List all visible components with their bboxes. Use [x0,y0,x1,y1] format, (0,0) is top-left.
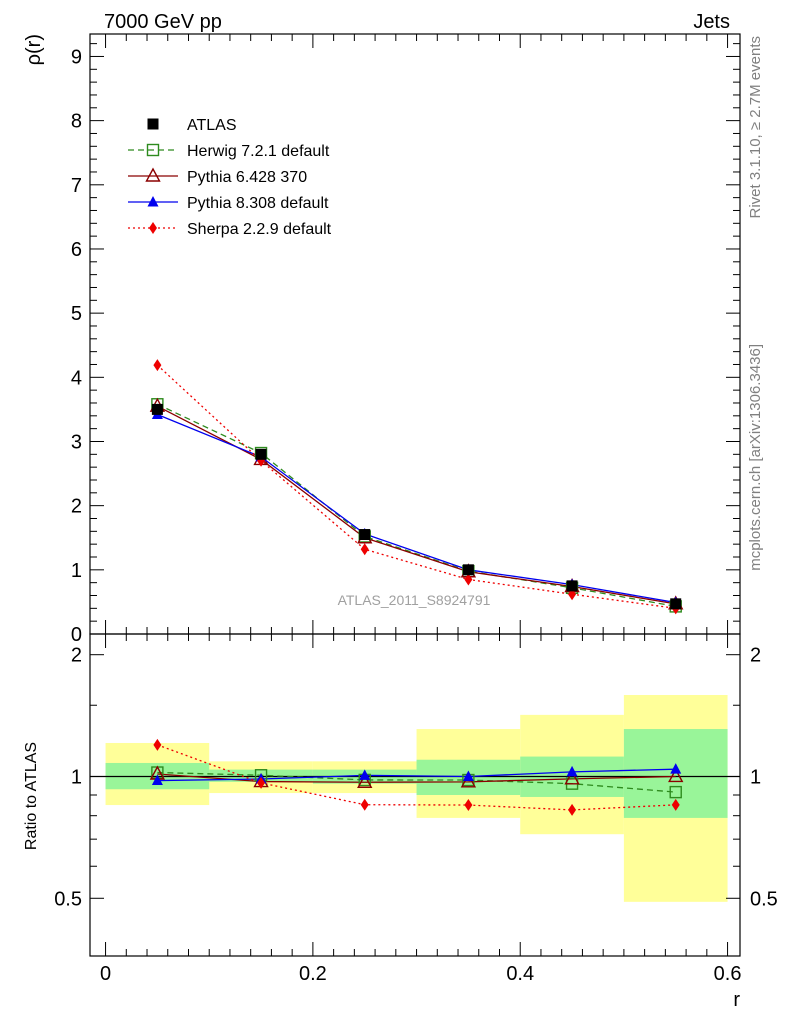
ratio-y-tick-label-right: 0.5 [750,888,778,910]
marker-top-sherpa-2-2-9-default [464,573,473,586]
series-markers [149,359,684,816]
x-tick-label: 0.2 [299,963,327,985]
header-process-label: 7000 GeV pp [104,11,222,33]
legend: ATLAS Herwig 7.2.1 default Pythia 6.428 37… [128,117,332,238]
series-lines [156,364,676,811]
line-top-sherpa-2-2-9-default [156,364,676,609]
line-top-herwig-7-2-1-default [157,403,676,608]
x-tick-label: 0.6 [714,963,742,985]
marker-ratio-pythia-8-308-default [670,763,682,774]
ratio-uncertainty-bands [90,695,740,902]
marker-ratio-pythia-6-428-370 [357,773,373,788]
marker-ratio-pythia-8-308-default [566,765,578,777]
marker-atlas-data [151,403,163,415]
marker-top-sherpa-2-2-9-default [153,359,162,372]
legend-marker [149,222,157,234]
marker-atlas-data [255,448,267,460]
ratio-y-tick-label: 2 [71,645,82,667]
line-ratio-pythia-6-428-370 [157,773,676,783]
marker-top-sherpa-2-2-9-default [360,543,369,556]
top-y-tick-label: 4 [71,367,82,389]
marker-ratio-pythia-6-428-370 [668,768,684,783]
rivet-info-text: Rivet 3.1.10, ≥ 2.7M events [747,36,764,219]
top-y-tick-label: 9 [71,46,82,68]
analysis-watermark: ATLAS_2011_S8924791 [338,592,491,608]
ratio-y-axis-label: Ratio to ATLAS [23,742,40,850]
header-observable-label: Jets [693,11,730,33]
ratio-y-tick-label: 0.5 [54,888,82,910]
legend-label: Sherpa 2.2.9 default [187,221,332,238]
marker-ratio-sherpa-2-2-9-default [360,798,369,811]
top-y-tick-label: 7 [71,175,82,197]
legend-marker [147,118,159,130]
top-y-tick-label: 2 [71,496,82,518]
marker-ratio-sherpa-2-2-9-default [568,803,577,816]
line-ratio-herwig-7-2-1-default [157,771,676,793]
x-tick-label: 0.4 [506,963,534,985]
top-y-tick-label: 6 [71,239,82,261]
top-y-tick-label: 3 [71,431,82,453]
legend-label: ATLAS [187,117,237,134]
marker-ratio-pythia-8-308-default [151,774,163,786]
ratio-y-tick-label: 1 [71,766,82,788]
legend-label: Herwig 7.2.1 default [187,143,330,160]
marker-ratio-sherpa-2-2-9-default [671,798,680,811]
line-ratio-pythia-8-308-default [157,768,676,782]
line-top-pythia-6-428-370 [157,405,676,605]
legend-label: Pythia 8.308 default [187,195,329,212]
marker-ratio-pythia-8-308-default [359,769,371,780]
marker-ratio-sherpa-2-2-9-default [464,799,473,812]
mcplots-reference-text: mcplots.cern.ch [arXiv:1306.3436] [747,344,764,571]
line-ratio-sherpa-2-2-9-default [157,744,676,811]
marker-ratio-herwig-7-2-1-default [669,785,682,799]
marker-ratio-pythia-6-428-370 [564,770,580,785]
marker-ratio-sherpa-2-2-9-default [257,776,266,789]
marker-ratio-sherpa-2-2-9-default [153,738,162,751]
ratio-y-tick-label-right: 2 [750,645,761,667]
top-y-tick-label: 8 [71,111,82,133]
marker-ratio-pythia-8-308-default [462,770,474,781]
x-tick-label: 0 [100,963,111,985]
top-y-tick-label: 1 [71,560,82,582]
legend-label: Pythia 6.428 370 [187,169,307,186]
legend-marker [146,143,160,157]
marker-atlas-data [670,598,682,610]
marker-atlas-data [359,529,371,541]
top-y-tick-label: 5 [71,303,82,325]
marker-atlas-data [566,580,578,592]
ratio-y-tick-label-right: 1 [750,766,761,788]
legend-marker [145,167,161,182]
top-y-axis-label: ρ(r) [23,34,45,65]
line-top-pythia-8-308-default [157,413,676,604]
marker-atlas-data [462,564,474,576]
x-axis-label: r [733,989,740,1011]
top-y-tick-label: 0 [71,624,82,646]
legend-marker [147,196,159,207]
